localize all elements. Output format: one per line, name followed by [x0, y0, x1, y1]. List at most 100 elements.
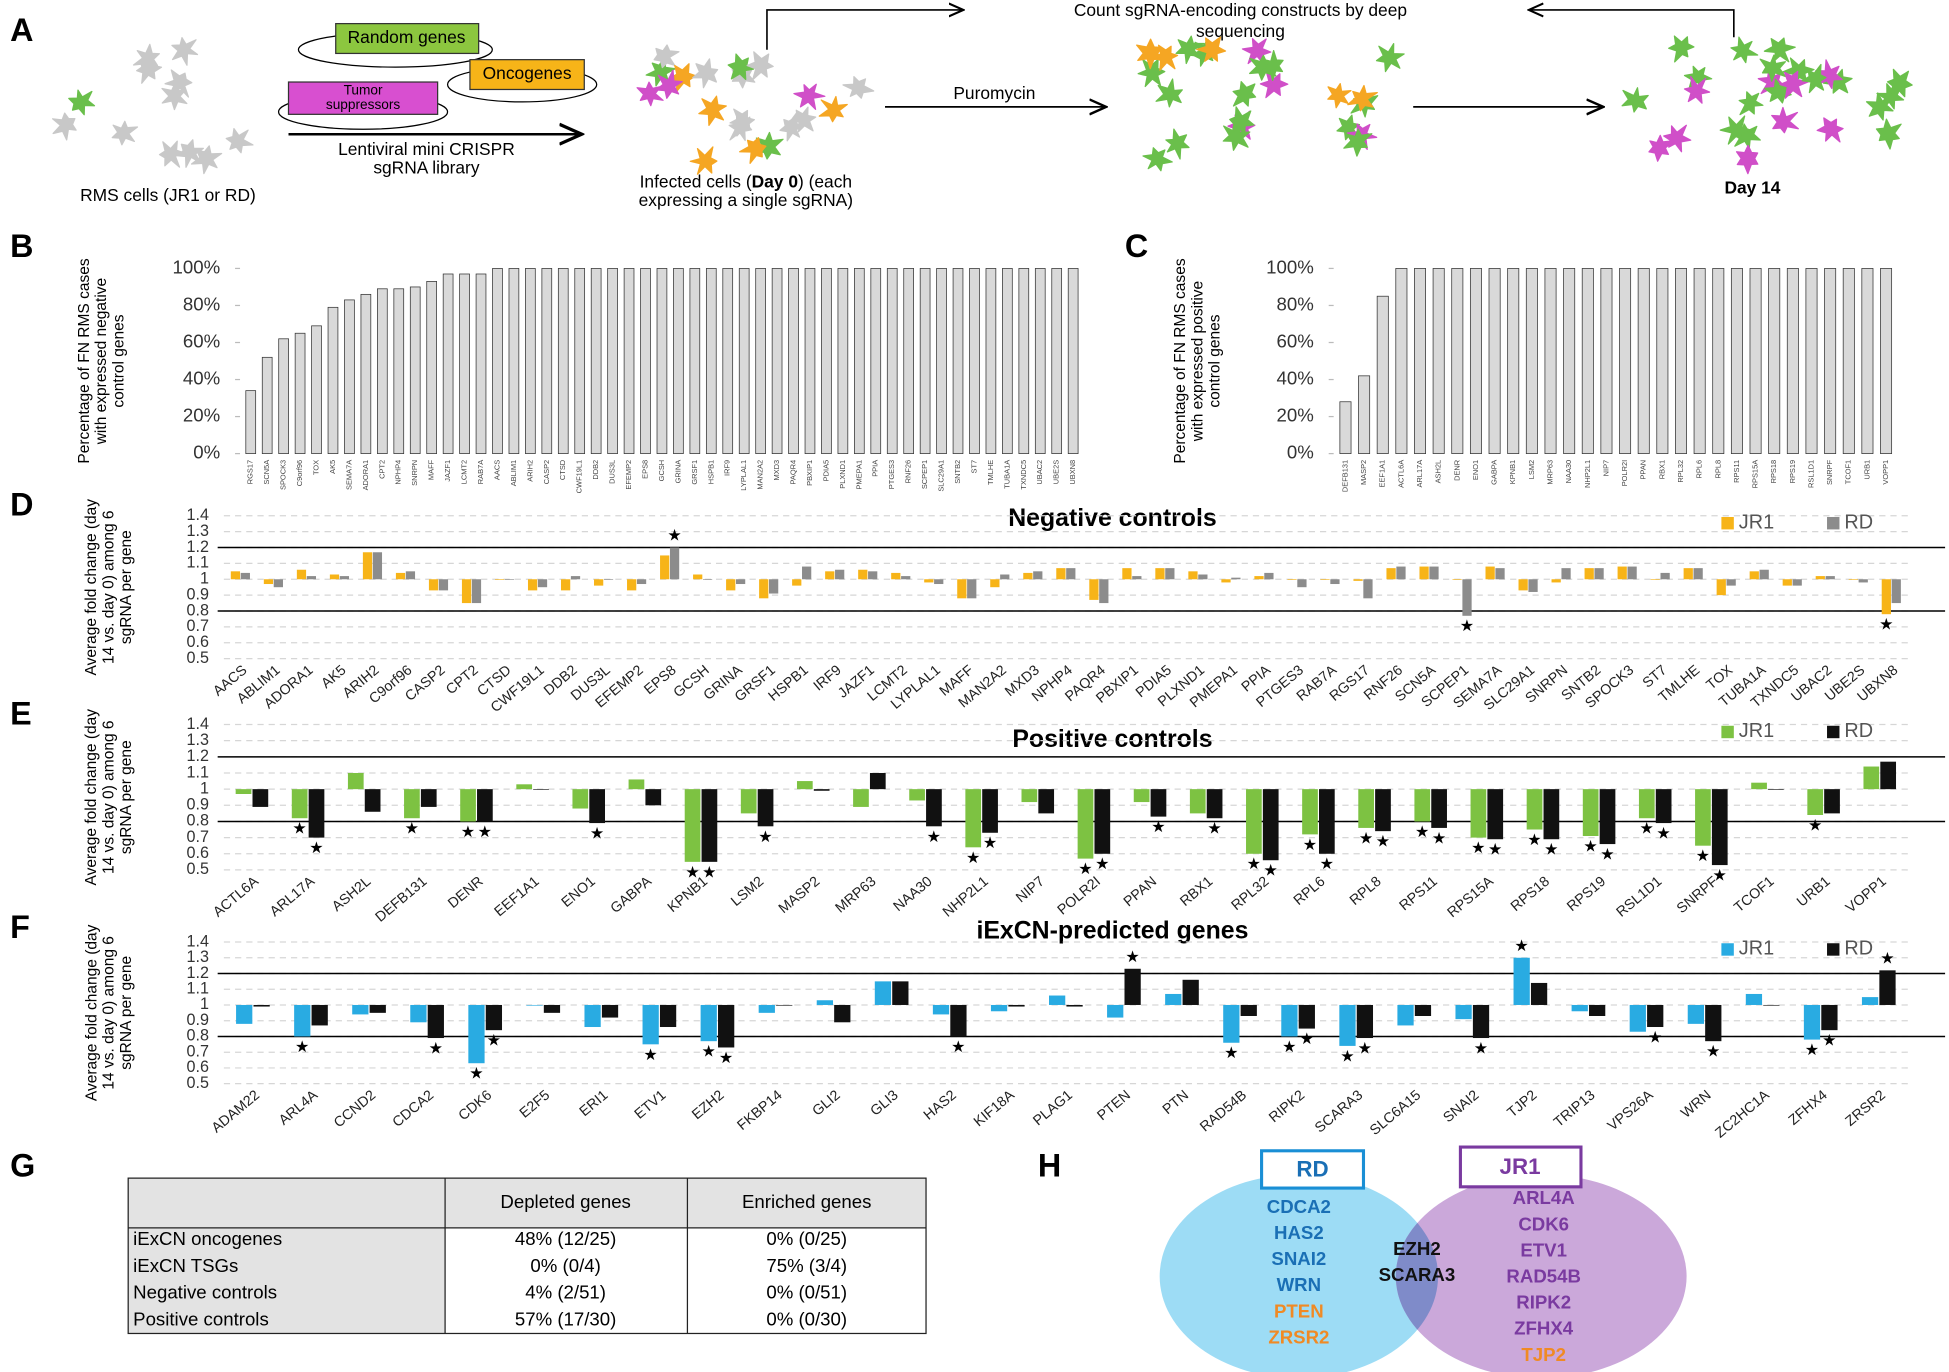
cell [1260, 49, 1284, 82]
panel-h: H RD JR1 CDCA2 HAS2 SNAI2 WRN PTEN ZRSR2 EZH2 S… [1038, 1145, 1687, 1372]
bar [574, 268, 586, 454]
significance-star: ★ [1805, 1041, 1819, 1059]
bar [705, 268, 717, 454]
x-tick-label: AACS [492, 460, 501, 480]
x-tick-label: GLI2 [810, 1087, 844, 1119]
legend-swatch [1827, 943, 1840, 956]
legend-swatch [1721, 725, 1734, 739]
bar [909, 789, 925, 801]
bar [813, 789, 830, 791]
bar [858, 569, 868, 580]
x-tick-label: LSM2 [1527, 460, 1536, 479]
y-tick-label: 1.3 [187, 731, 209, 749]
x-tick-label: ARIH2 [525, 460, 534, 482]
x-tick-label: MRP63 [833, 874, 880, 917]
plasmid-text: suppressors [326, 97, 401, 112]
bar [1647, 1004, 1664, 1028]
cell [1875, 118, 1902, 150]
bar [1363, 579, 1373, 599]
legend-swatch [1827, 516, 1840, 530]
bar [1716, 579, 1726, 596]
bar [1881, 579, 1891, 615]
cell [779, 112, 806, 142]
bar [253, 1004, 270, 1007]
x-tick-label: ARL17A [267, 873, 318, 920]
y-axis-label: 14 vs. day 0) among 6 [101, 510, 118, 664]
bar [1815, 576, 1825, 580]
cell [788, 106, 817, 133]
x-tick-label: RAD54B [1197, 1087, 1250, 1135]
bar [932, 1004, 950, 1015]
x-tick-label: NHP2L1 [940, 874, 992, 921]
plasmid-label [469, 59, 585, 91]
y-tick-label: 60% [183, 330, 220, 351]
x-tick-label: C9orf96 [295, 460, 304, 486]
x-tick-label: SNAI2 [1440, 1087, 1482, 1126]
bar [1002, 268, 1013, 454]
x-tick-label: RPS11 [1397, 874, 1441, 915]
x-tick-label: ACTL6A [1396, 460, 1405, 488]
bar [1530, 982, 1548, 1005]
bar [327, 306, 339, 454]
y-tick-label: 1.1 [187, 979, 209, 997]
cell [1683, 75, 1711, 104]
y-tick-label: 0.8 [187, 601, 209, 619]
cell [161, 82, 188, 111]
bar [1730, 268, 1743, 454]
bar [755, 268, 766, 454]
bar [891, 572, 901, 580]
x-tick-label: RSL1D1 [1806, 460, 1815, 488]
caption-part: Day 0 [752, 171, 798, 191]
bar [825, 571, 835, 580]
y-tick-label: 0.8 [187, 1027, 209, 1045]
bar [967, 579, 977, 599]
bar [1223, 1004, 1240, 1043]
x-tick-label: LYPLAL1 [739, 460, 748, 491]
bar [1122, 568, 1132, 580]
y-tick-label: 0.6 [187, 844, 209, 862]
bar [919, 268, 931, 454]
bar [1231, 577, 1241, 580]
bar [1619, 268, 1632, 454]
cell [136, 57, 163, 84]
cell [1327, 83, 1352, 109]
bar [395, 572, 406, 580]
significance-star: ★ [1488, 841, 1502, 859]
bar [903, 268, 914, 454]
bar [901, 576, 911, 580]
bar [1880, 761, 1897, 790]
bar [892, 981, 909, 1005]
bar [427, 1004, 444, 1039]
y-axis-label: Average fold change (day [83, 499, 100, 676]
table-cell: iExCN oncogenes [133, 1228, 282, 1249]
bar [802, 566, 812, 580]
bar [868, 571, 878, 580]
x-tick-label: DUS3L [608, 460, 617, 484]
bar [628, 779, 645, 790]
x-tick-label: VOPP1 [1843, 874, 1890, 917]
bar [603, 579, 614, 580]
bar [1198, 574, 1208, 580]
x-tick-label: TCOF1 [1844, 460, 1853, 484]
x-tick-label: UBXN8 [1068, 460, 1077, 485]
bar [788, 268, 799, 454]
bar [557, 268, 569, 454]
bar [459, 273, 470, 454]
bar [442, 273, 454, 454]
x-tick-label: E2F5 [517, 1087, 553, 1121]
x-tick-label: KPNB1 [1508, 460, 1517, 484]
bar [1155, 568, 1165, 580]
x-tick-label: SPOCK3 [279, 460, 288, 490]
chart-title: Negative controls [1008, 505, 1216, 532]
bar [1821, 1004, 1838, 1031]
panel-label: F [10, 909, 30, 945]
cell [1759, 54, 1787, 82]
x-tick-label: SLC6A15 [1367, 1087, 1424, 1139]
bar [405, 571, 416, 580]
x-tick-label: AK5 [328, 460, 337, 474]
x-tick-label: DENR [1452, 459, 1461, 481]
bar [560, 579, 571, 591]
y-tick-label: 60% [1276, 330, 1313, 351]
cell [171, 37, 199, 66]
